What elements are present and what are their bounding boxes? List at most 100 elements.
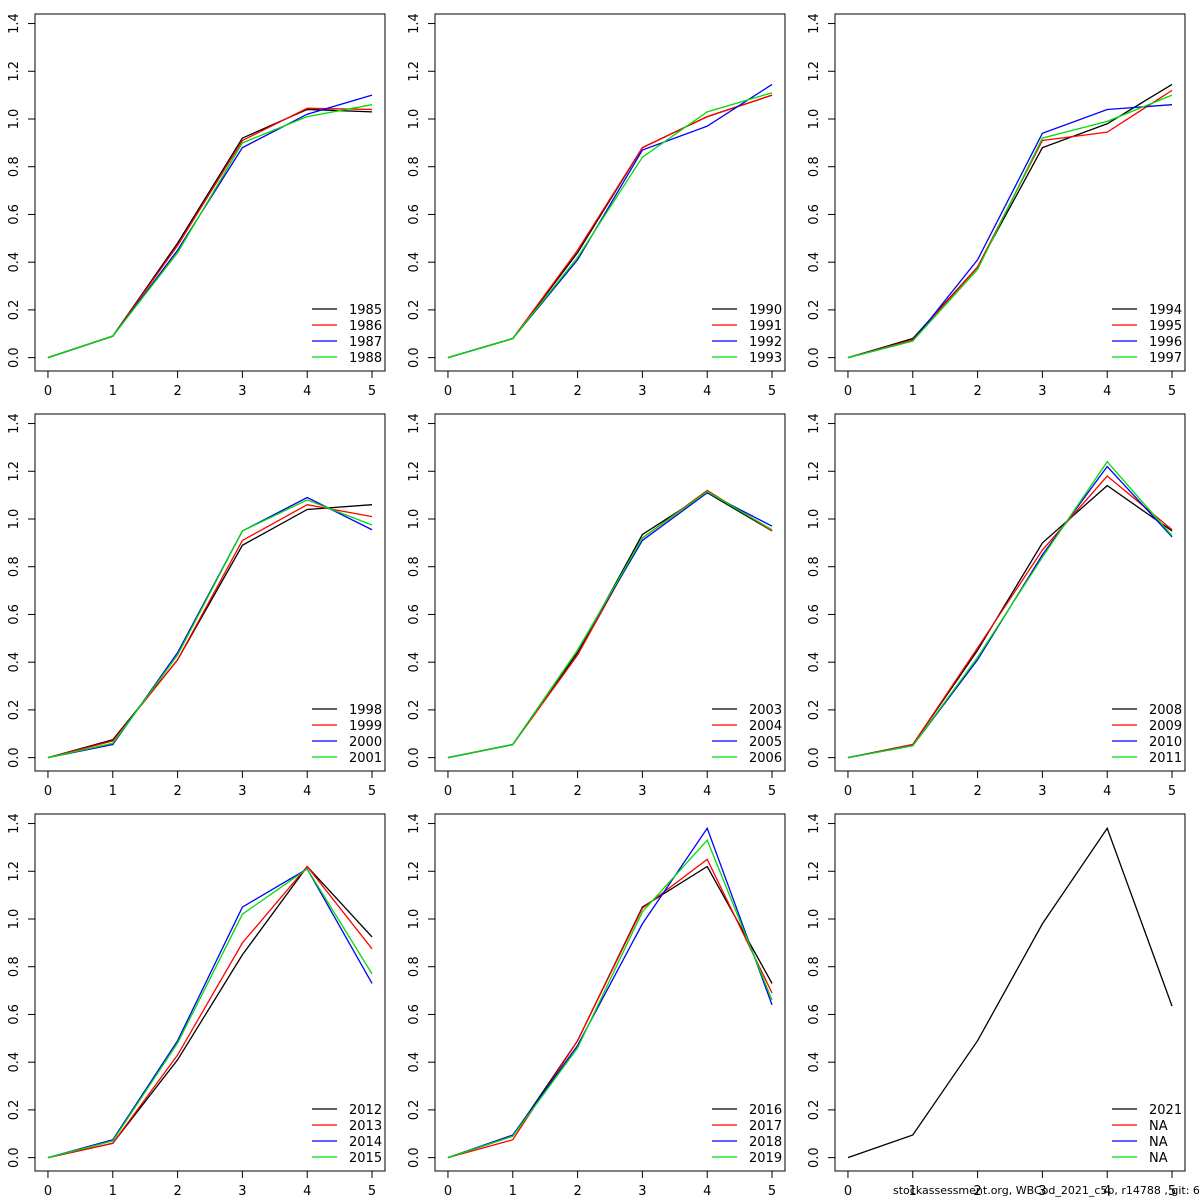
y-tick-label: 1.4	[807, 413, 822, 434]
x-tick-label: 4	[1103, 384, 1111, 399]
legend-label: 1987	[349, 335, 382, 350]
y-tick-label: 0.0	[407, 1147, 422, 1168]
x-tick-label: 3	[238, 784, 246, 799]
x-tick-label: 5	[368, 784, 376, 799]
legend-label: 2003	[749, 703, 782, 718]
y-tick-label: 1.4	[807, 13, 822, 34]
y-tick-label: 0.6	[7, 604, 22, 625]
y-tick-label: 1.2	[7, 61, 22, 82]
y-tick-label: 0.2	[407, 1100, 422, 1121]
x-tick-label: 5	[1168, 784, 1176, 799]
plot-frame	[34, 813, 386, 1172]
y-tick-label: 0.2	[807, 700, 822, 721]
y-tick-label: 0.8	[807, 556, 822, 577]
y-tick-label: 1.4	[407, 13, 422, 34]
series-line	[47, 499, 373, 759]
legend-label: 2016	[749, 1103, 782, 1118]
y-tick-label: 1.2	[407, 861, 422, 882]
x-tick-label: 0	[44, 1184, 52, 1199]
series-line	[847, 94, 1173, 359]
x-tick-label: 5	[368, 1184, 376, 1199]
legend-label: 1998	[349, 703, 382, 718]
x-tick-label: 1	[509, 1184, 517, 1199]
series-line	[447, 858, 773, 1159]
legend-label: 1994	[1149, 303, 1182, 318]
x-tick-label: 4	[1103, 1184, 1111, 1199]
y-tick-label: 0.6	[7, 204, 22, 225]
legend-label: 2018	[749, 1135, 782, 1150]
x-tick-label: 3	[638, 384, 646, 399]
x-tick-label: 5	[768, 384, 776, 399]
y-tick-label: 0.8	[807, 156, 822, 177]
x-tick-label: 3	[238, 1184, 246, 1199]
legend-label: NA	[1149, 1135, 1168, 1150]
y-tick-label: 0.4	[7, 1052, 22, 1073]
series-line	[47, 865, 373, 1159]
legend-label: 2012	[349, 1103, 382, 1118]
x-tick-label: 1	[909, 784, 917, 799]
legend-label: 2015	[349, 1151, 382, 1166]
legend-label: 2011	[1149, 751, 1182, 766]
legend-label: 1992	[749, 335, 782, 350]
y-tick-label: 0.0	[7, 347, 22, 368]
legend-label: 1990	[749, 303, 782, 318]
y-tick-label: 1.0	[807, 909, 822, 930]
footer: stockassessment.org, WBCod_2021_c5p, r14…	[893, 1184, 1200, 1197]
y-tick-label: 1.2	[807, 461, 822, 482]
y-tick-label: 1.0	[7, 909, 22, 930]
legend-label: 2017	[749, 1119, 782, 1134]
y-tick-label: 1.2	[7, 861, 22, 882]
y-tick-label: 0.0	[807, 747, 822, 768]
series-line	[47, 104, 373, 359]
y-tick-label: 0.2	[7, 700, 22, 721]
y-tick-label: 0.0	[7, 1147, 22, 1168]
y-tick-label: 0.0	[7, 747, 22, 768]
x-tick-label: 2	[173, 784, 181, 799]
x-tick-label: 0	[44, 784, 52, 799]
x-tick-label: 1	[109, 1184, 117, 1199]
x-tick-label: 4	[703, 784, 711, 799]
y-tick-label: 0.6	[7, 1004, 22, 1025]
legend-label: 1993	[749, 351, 782, 366]
x-tick-label: 4	[303, 784, 311, 799]
y-tick-label: 0.8	[7, 556, 22, 577]
x-tick-label: 3	[638, 1184, 646, 1199]
x-tick-label: 2	[573, 1184, 581, 1199]
legend-label: 2010	[1149, 735, 1182, 750]
y-tick-label: 0.0	[807, 1147, 822, 1168]
series-line	[47, 504, 373, 759]
x-tick-label: 1	[909, 1184, 917, 1199]
x-tick-label: 2	[573, 384, 581, 399]
y-tick-label: 0.4	[807, 652, 822, 673]
y-tick-label: 1.2	[807, 61, 822, 82]
legend-label: 2004	[749, 719, 782, 734]
y-tick-label: 1.4	[7, 413, 22, 434]
y-tick-label: 0.4	[7, 252, 22, 273]
y-tick-label: 0.6	[407, 204, 422, 225]
y-tick-label: 0.8	[407, 556, 422, 577]
y-tick-label: 0.8	[407, 156, 422, 177]
x-tick-label: 2	[973, 784, 981, 799]
series-line	[47, 867, 373, 1159]
legend-label: 2021	[1149, 1103, 1182, 1118]
x-tick-label: 2	[973, 1184, 981, 1199]
y-tick-label: 1.0	[407, 509, 422, 530]
y-tick-label: 1.2	[407, 61, 422, 82]
y-tick-label: 0.6	[407, 1004, 422, 1025]
x-tick-label: 2	[173, 1184, 181, 1199]
x-tick-label: 4	[303, 1184, 311, 1199]
x-tick-label: 4	[303, 384, 311, 399]
legend-label: 1991	[749, 319, 782, 334]
legend-label: 1996	[1149, 335, 1182, 350]
y-tick-label: 0.6	[407, 604, 422, 625]
y-tick-label: 0.8	[407, 956, 422, 977]
y-tick-label: 0.6	[807, 1004, 822, 1025]
x-tick-label: 0	[444, 784, 452, 799]
y-tick-label: 1.4	[807, 813, 822, 834]
plot-frame	[434, 413, 786, 772]
y-tick-label: 0.2	[407, 300, 422, 321]
legend-label: NA	[1149, 1119, 1168, 1134]
x-tick-label: 5	[368, 384, 376, 399]
